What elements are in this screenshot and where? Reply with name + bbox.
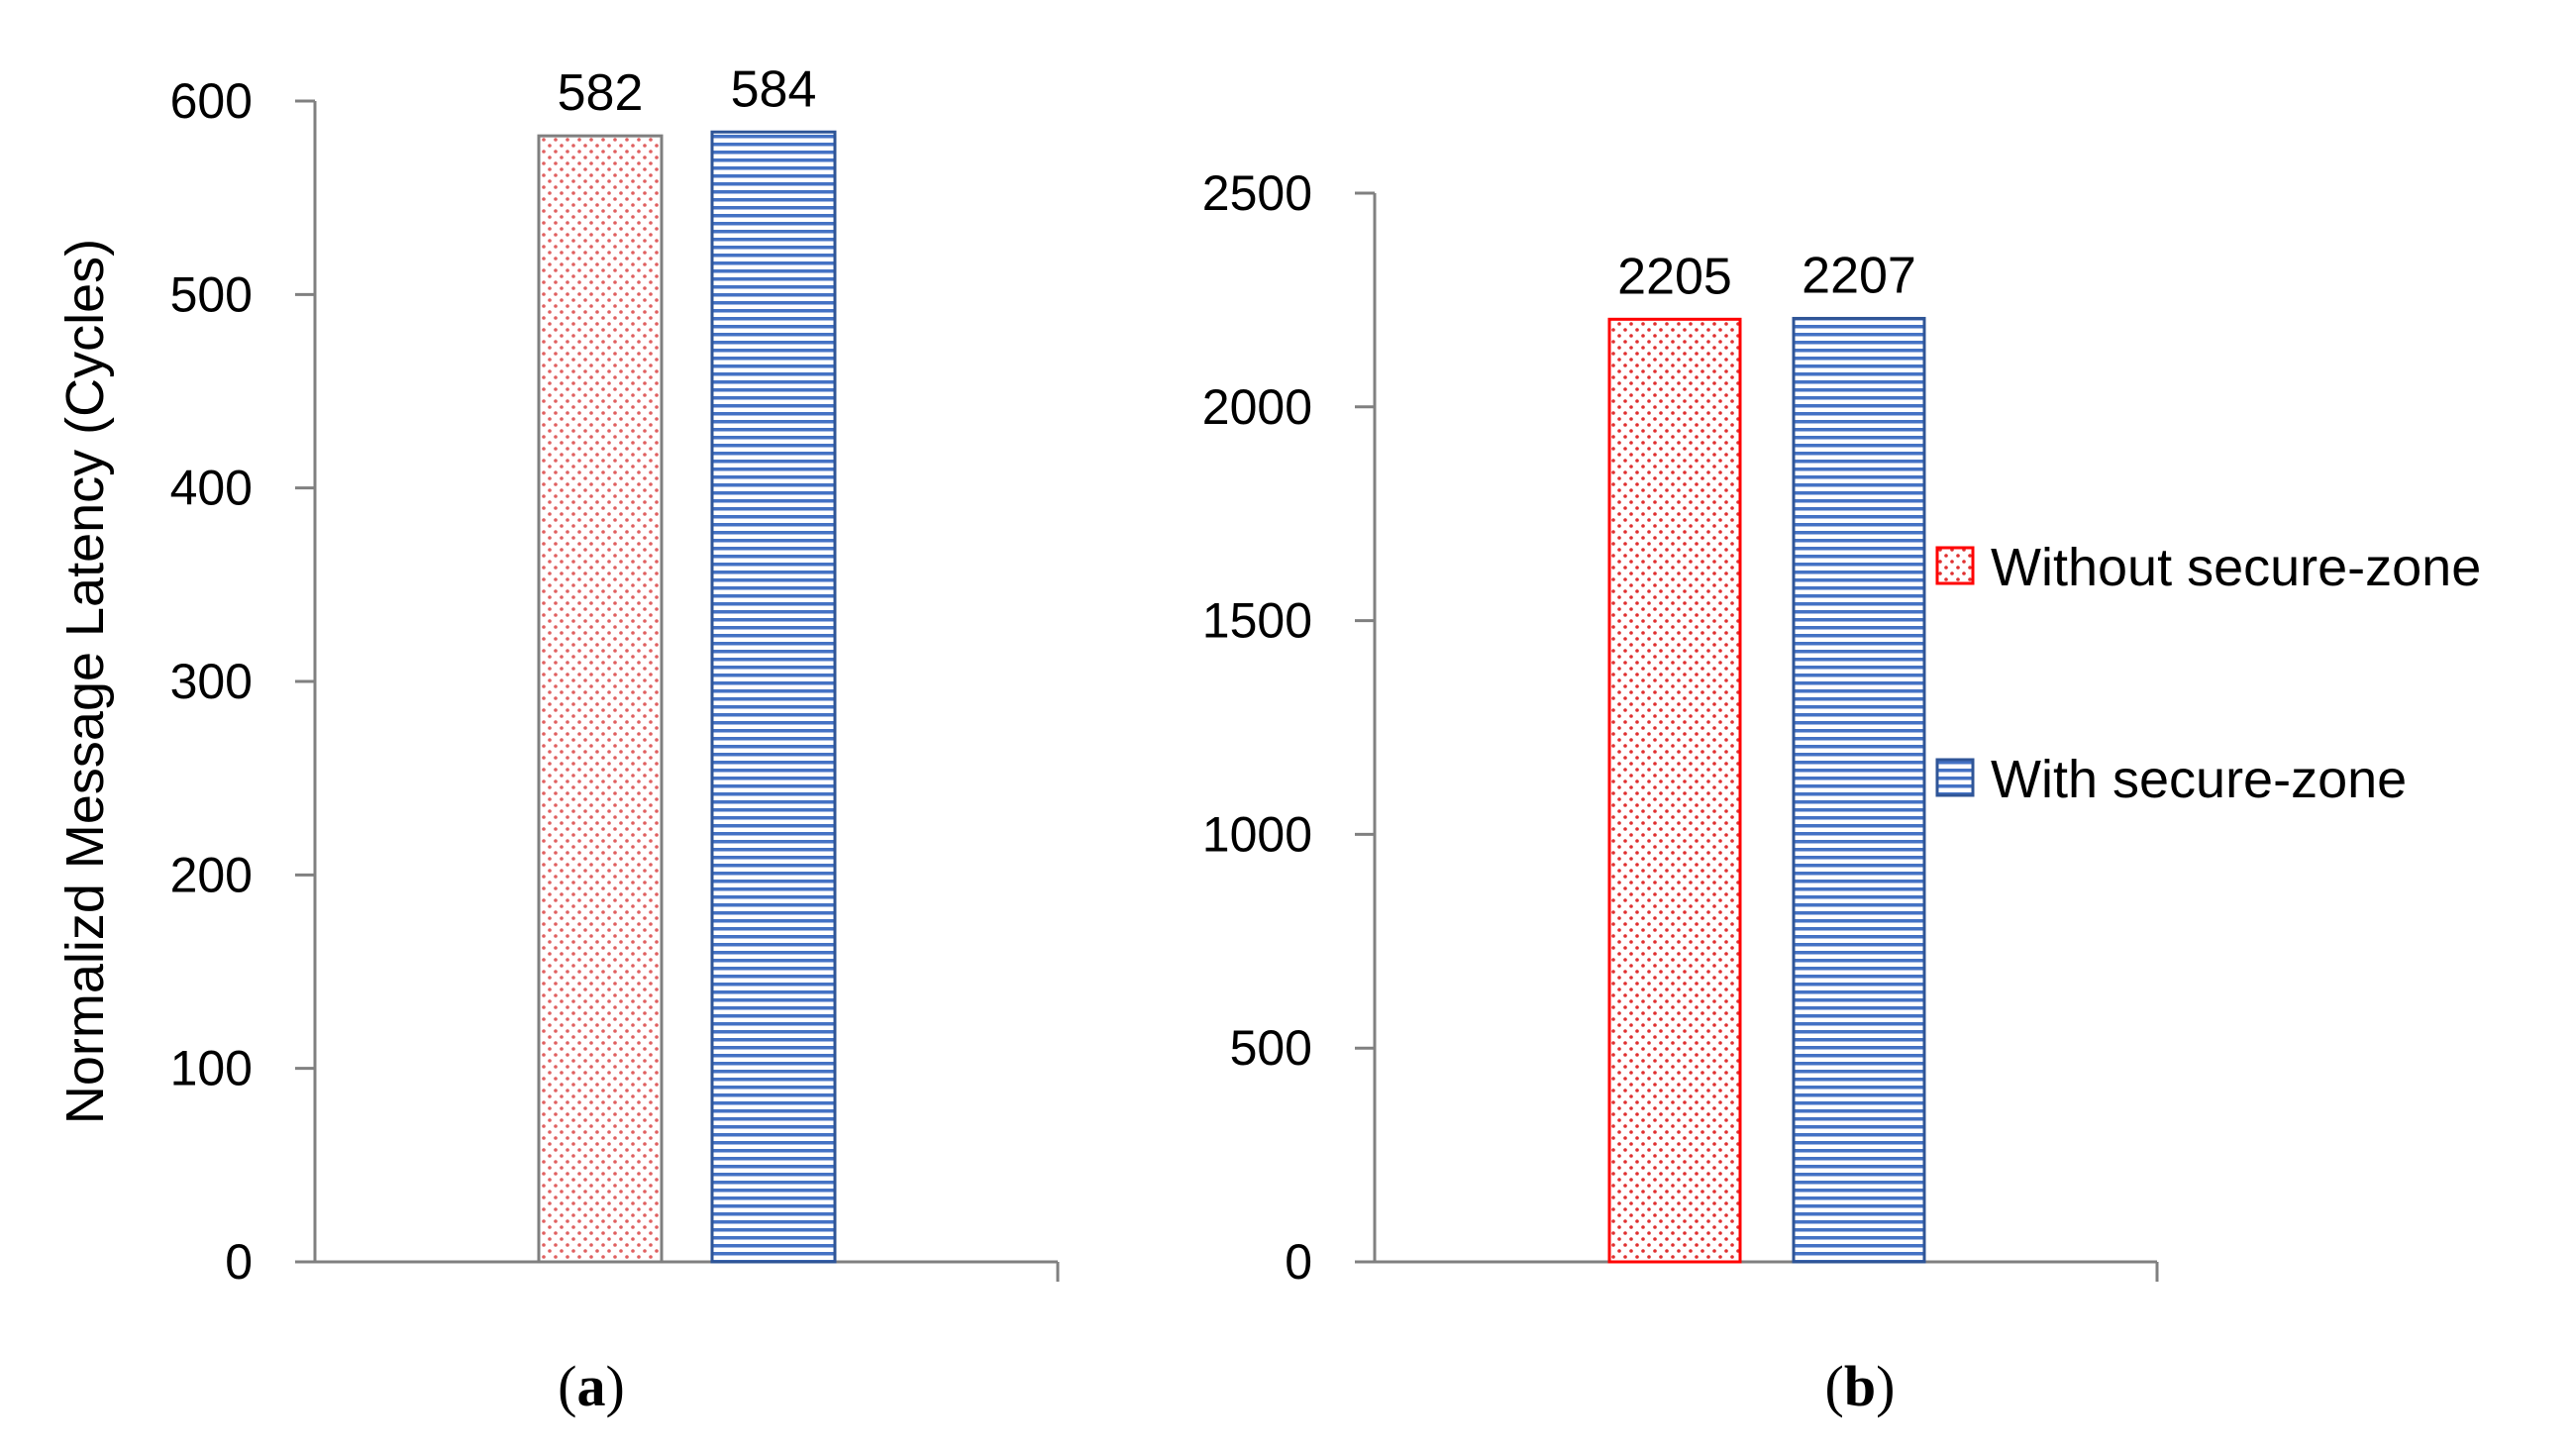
panel-a-bar-without-secure-zone: [537, 134, 664, 1264]
panel-a-y-tick-label: 500: [170, 266, 253, 322]
panel-b-bar-with-secure-zone: [1792, 316, 1926, 1264]
panel-a-y-tick-label: 400: [170, 461, 253, 516]
panel-b-bar-without-secure-zone: [1607, 317, 1742, 1264]
panel-a-data-label: 582: [558, 64, 644, 122]
legend-label-without-secure-zone: Without secure-zone: [1991, 538, 2481, 597]
panel-b-y-tick-label: 0: [1285, 1234, 1312, 1290]
legend-swatch-with-secure-zone: [1935, 758, 1975, 797]
panel-a-y-tick-label: 100: [170, 1041, 253, 1096]
panel-b-y-tick-label: 1000: [1202, 806, 1312, 862]
panel-a-y-tick-label: 600: [170, 73, 253, 129]
legend: Without secure-zone With secure-zone: [1935, 538, 2481, 809]
legend-label-with-secure-zone: With secure-zone: [1991, 750, 2407, 809]
panel-b-chart: 0 500 1000 1500 2000 2500 2205 2207 (b): [1202, 165, 2159, 1418]
panel-a-bar-with-secure-zone: [710, 130, 837, 1264]
panel-a-data-label: 584: [731, 60, 817, 118]
panel-b-y-tick-label: 2500: [1202, 165, 1312, 221]
panel-b-y-tick-label: 1500: [1202, 593, 1312, 649]
panel-b-caption: (b): [1825, 1354, 1896, 1418]
panel-a-y-tick-label: 0: [225, 1234, 253, 1290]
panel-a-y-tick-label: 200: [170, 847, 253, 902]
panel-b-data-label: 2207: [1802, 247, 1916, 304]
panel-a-y-axis-title: Normalizd Message Latency (Cycles): [55, 239, 115, 1124]
panel-a-chart: 0 100 200 300 400 500 600 582 584 Normalizd Mes…: [55, 60, 1060, 1418]
panel-a-caption: (a): [558, 1354, 625, 1418]
legend-swatch-without-secure-zone: [1935, 546, 1975, 585]
panel-b-y-tick-label: 2000: [1202, 379, 1312, 435]
panel-b-y-tick-label: 500: [1230, 1020, 1312, 1076]
panel-b-data-label: 2205: [1617, 248, 1732, 305]
panel-a-y-tick-label: 300: [170, 654, 253, 709]
